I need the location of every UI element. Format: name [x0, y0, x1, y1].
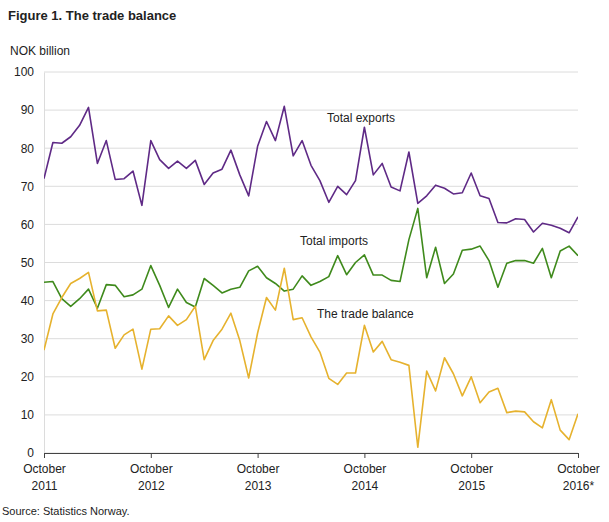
y-tick: 50 [21, 256, 44, 270]
y-axis-line [44, 73, 45, 454]
y-tick: 100 [14, 65, 44, 79]
x-tick-mark [258, 453, 259, 458]
x-tick-label: October2011 [23, 462, 66, 493]
x-tick-label: October2012 [130, 462, 173, 493]
y-tick: 30 [21, 332, 44, 346]
grid [44, 72, 578, 453]
x-tick-label: October2014 [344, 462, 387, 493]
x-axis-line [45, 454, 579, 459]
series-label: Total imports [300, 234, 368, 248]
y-axis: 0 10 20 30 40 50 60 70 80 90 100 [14, 65, 45, 460]
x-tick-mark [151, 453, 152, 458]
y-tick: 80 [21, 142, 44, 156]
x-tick-label: October2016* [557, 462, 600, 493]
y-tick-label: 80 [21, 142, 35, 156]
x-tick-mark [578, 453, 579, 458]
x-tick: October2016* [557, 453, 600, 493]
y-tick-label: 0 [27, 446, 34, 460]
grid-line [44, 148, 578, 149]
y-tick: 40 [21, 294, 44, 308]
x-tick-mark [364, 453, 365, 458]
y-tick: 10 [21, 408, 44, 422]
series-label: Total exports [327, 111, 395, 125]
y-axis-label: NOK billion [10, 44, 70, 58]
x-tick: October2013 [237, 453, 280, 493]
plot-area: 0102030405060708090100October2011October… [14, 65, 600, 493]
chart-svg: Figure 1. The trade balance NOK billion So… [0, 0, 609, 522]
y-tick-label: 20 [21, 370, 35, 384]
y-tick-label: 70 [21, 180, 35, 194]
grid-line [44, 376, 578, 377]
x-tick: October2011 [23, 453, 66, 493]
y-tick-label: 10 [21, 408, 35, 422]
y-tick: 90 [21, 103, 44, 117]
lines [44, 106, 578, 447]
chart-container: Figure 1. The trade balance NOK billion So… [0, 0, 609, 522]
series-line [44, 106, 578, 232]
x-tick-label: October2015 [450, 462, 493, 493]
source: Source: Statistics Norway. [2, 505, 130, 517]
x-tick-mark [471, 453, 472, 458]
grid-line [44, 414, 578, 415]
y-tick-label: 40 [21, 294, 35, 308]
grid-line [44, 262, 578, 263]
series-label: The trade balance [317, 307, 414, 321]
x-tick: October2012 [130, 453, 173, 493]
grid-line [44, 110, 578, 111]
grid-line [44, 72, 578, 73]
x-tick-mark [44, 453, 45, 458]
y-tick-label: 50 [21, 256, 35, 270]
grid-line [44, 224, 578, 225]
series-line [44, 268, 578, 447]
y-tick-label: 60 [21, 218, 35, 232]
y-tick-label: 100 [14, 65, 34, 79]
y-tick: 0 [27, 446, 44, 460]
grid-line [44, 300, 578, 301]
title: Figure 1. The trade balance [8, 8, 176, 23]
x-tick: October2014 [344, 453, 387, 493]
x-tick: October2015 [450, 453, 493, 493]
y-tick: 60 [21, 218, 44, 232]
y-tick-label: 30 [21, 332, 35, 346]
y-tick: 20 [21, 370, 44, 384]
x-tick-label: October2013 [237, 462, 280, 493]
series-line [44, 208, 578, 308]
x-axis: October2011 October2012 October2013 October… [23, 453, 600, 493]
grid-line [44, 186, 578, 187]
y-tick: 70 [21, 180, 44, 194]
y-tick-label: 90 [21, 103, 35, 117]
